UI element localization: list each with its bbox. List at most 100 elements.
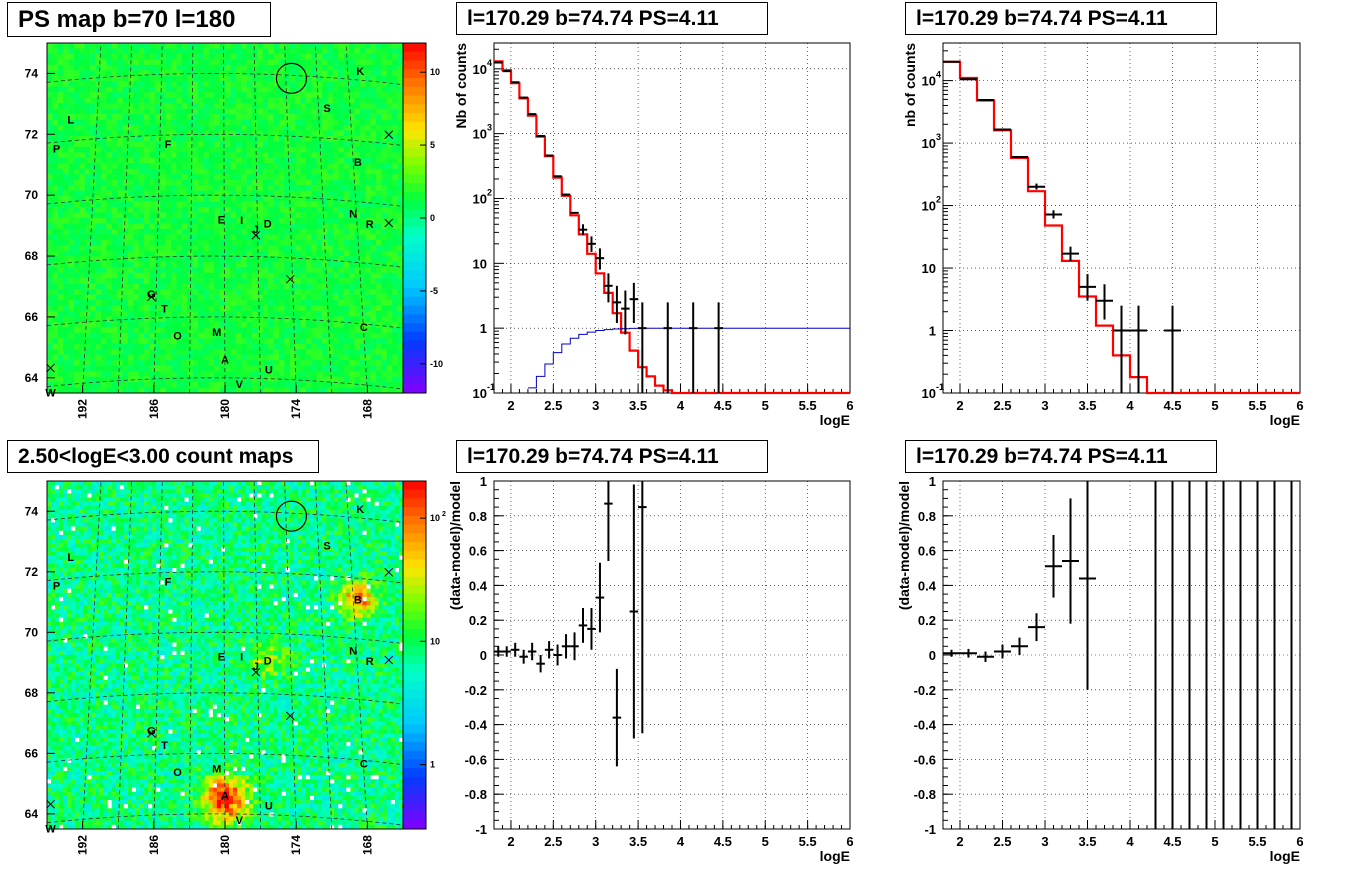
heatmap-cell — [262, 207, 269, 213]
heatmap-cell — [262, 130, 269, 137]
heatmap-cell — [176, 234, 183, 241]
heatmap-cell — [370, 387, 377, 394]
heatmap-cell — [230, 81, 237, 88]
heatmap-cell — [100, 261, 107, 268]
colorbar-swatch — [403, 69, 426, 79]
source-marker-label: M — [212, 327, 221, 339]
heatmap-cell — [68, 48, 75, 55]
heatmap-cell — [176, 135, 183, 142]
heatmap-cell — [289, 272, 296, 279]
heatmap-cell — [219, 360, 226, 366]
heatmap-cell — [133, 130, 139, 137]
heatmap-cell — [187, 228, 193, 235]
heatmap-cell — [262, 212, 269, 219]
heatmap-cell — [51, 526, 56, 532]
heatmap-cell — [392, 245, 398, 252]
heatmap-cell — [284, 141, 291, 148]
heatmap-cell — [187, 97, 193, 104]
heatmap-cell — [187, 125, 193, 131]
heatmap-cell — [230, 278, 237, 284]
heatmap-cell — [63, 779, 68, 784]
heatmap-cell — [63, 700, 68, 706]
heatmap-cell — [338, 294, 344, 301]
heatmap-cell — [208, 64, 215, 71]
heatmap-cell — [181, 64, 188, 71]
heatmap-cell — [381, 223, 388, 230]
heatmap-cell — [219, 371, 226, 377]
heatmap-cell — [316, 75, 323, 82]
heatmap-cell — [106, 305, 113, 312]
heatmap-cell — [79, 157, 86, 164]
heatmap-cell — [203, 119, 210, 126]
heatmap-cell — [219, 152, 226, 159]
heatmap-cell — [111, 212, 118, 219]
heatmap-cell — [67, 630, 72, 635]
heatmap-cell — [397, 163, 404, 170]
heatmap-cell — [214, 179, 220, 186]
heatmap-cell — [71, 824, 76, 830]
heatmap-cell — [138, 146, 145, 153]
heatmap-cell — [235, 64, 242, 71]
heatmap-cell — [51, 626, 56, 631]
heatmap-cell — [154, 310, 161, 317]
heatmap-cell — [133, 163, 139, 170]
heatmap-cell — [144, 174, 150, 181]
heatmap-cell — [365, 141, 371, 148]
heatmap-cell — [59, 766, 64, 772]
heatmap-cell — [235, 316, 242, 323]
heatmap-cell — [106, 245, 113, 252]
heatmap-cell — [122, 349, 129, 356]
heatmap-cell — [90, 70, 96, 77]
heatmap-cell — [230, 103, 237, 109]
heatmap-cell — [181, 349, 188, 356]
heatmap-cell — [67, 568, 72, 573]
heatmap-cell — [84, 223, 91, 230]
heatmap-cell — [251, 179, 258, 186]
heatmap-cell — [57, 218, 64, 224]
heatmap-cell — [343, 190, 350, 197]
heatmap-cell — [106, 119, 113, 126]
heatmap-cell — [51, 766, 56, 772]
heatmap-cell — [71, 568, 76, 573]
heatmap-cell — [63, 146, 69, 153]
heatmap-cell — [338, 81, 344, 88]
heatmap-cell — [257, 59, 264, 66]
heatmap-cell — [273, 382, 280, 388]
heatmap-cell — [111, 59, 118, 66]
heatmap-cell — [144, 86, 150, 93]
heatmap-cell — [67, 638, 72, 643]
heatmap-cell — [397, 114, 404, 120]
heatmap-cell — [230, 245, 237, 252]
heatmap-cell — [67, 737, 72, 743]
heatmap-cell — [219, 387, 226, 394]
heatmap-cell — [154, 256, 161, 263]
colorbar-swatch — [403, 104, 426, 114]
heatmap-cell — [106, 86, 113, 93]
heatmap-cell — [257, 163, 264, 170]
heatmap-cell — [316, 103, 323, 109]
heatmap-cell — [284, 103, 291, 109]
heatmap-cell — [349, 201, 355, 208]
heatmap-cell — [90, 343, 96, 350]
heatmap-cell — [376, 267, 382, 273]
heatmap-cell — [316, 316, 323, 323]
heatmap-cell — [332, 267, 339, 273]
heatmap-cell — [160, 382, 166, 388]
heatmap-cell — [316, 218, 323, 224]
heatmap-cell — [127, 294, 134, 301]
heatmap-cell — [376, 338, 382, 345]
heatmap-cell — [176, 256, 183, 263]
heatmap-cell — [354, 64, 361, 71]
heatmap-cell — [160, 174, 166, 181]
heatmap-cell — [149, 48, 156, 55]
heatmap-cell — [165, 92, 172, 98]
heatmap-cell — [51, 787, 56, 793]
heatmap-cell — [219, 108, 226, 115]
heatmap-cell — [311, 360, 317, 366]
lon-tick-label: 180 — [218, 399, 232, 419]
heatmap-cell — [327, 86, 334, 93]
heatmap-cell — [219, 338, 226, 345]
heatmap-cell — [47, 141, 53, 148]
heatmap-cell — [127, 228, 134, 235]
heatmap-cell — [359, 371, 366, 377]
